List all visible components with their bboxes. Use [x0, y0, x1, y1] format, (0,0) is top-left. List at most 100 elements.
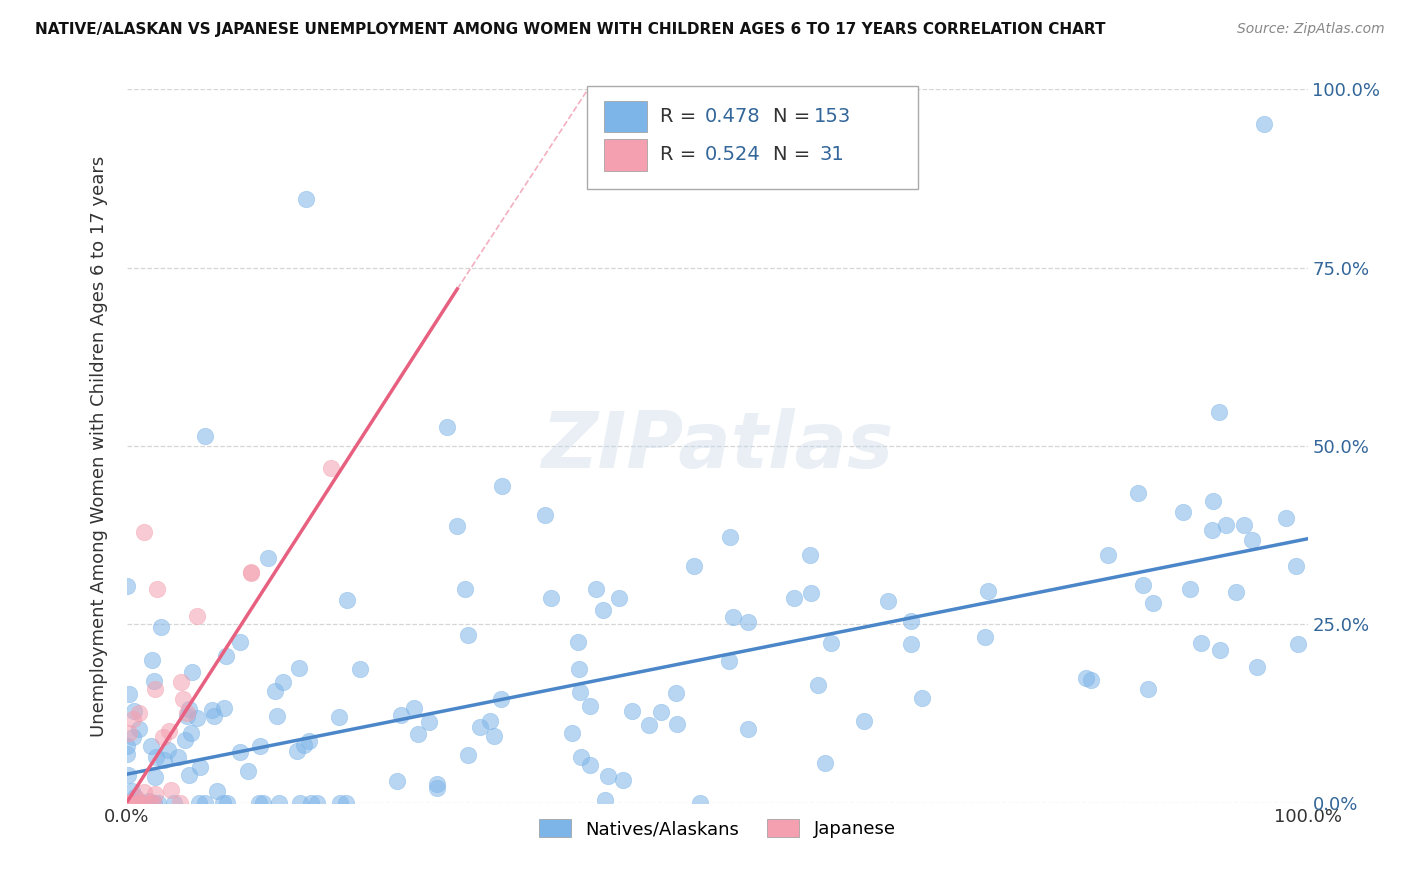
Text: 31: 31: [820, 145, 845, 164]
Point: [569, 749, 592, 764]
Point: [193, 429, 215, 443]
Point: [247, 796, 270, 810]
Point: [215, 648, 238, 663]
Point: [446, 518, 468, 533]
Point: [1178, 582, 1201, 596]
Point: [468, 720, 491, 734]
Text: R =: R =: [661, 107, 703, 126]
Point: [229, 745, 252, 759]
Point: [115, 747, 138, 762]
Point: [146, 582, 169, 596]
Point: [1132, 577, 1154, 591]
Point: [596, 769, 619, 783]
Point: [125, 796, 148, 810]
Point: [145, 681, 167, 696]
Point: [180, 726, 202, 740]
Point: [1208, 404, 1230, 418]
Point: [737, 722, 759, 736]
Point: [288, 661, 311, 675]
Point: [569, 685, 592, 699]
Point: [149, 620, 172, 634]
Point: [782, 591, 804, 605]
Point: [436, 419, 458, 434]
Point: [425, 777, 447, 791]
Point: [568, 662, 591, 676]
Point: [266, 708, 288, 723]
Point: [143, 796, 166, 810]
Text: 0.478: 0.478: [706, 107, 761, 126]
Point: [585, 582, 607, 596]
Point: [1253, 117, 1275, 131]
Point: [478, 714, 501, 729]
Point: [139, 796, 162, 810]
FancyBboxPatch shape: [603, 101, 647, 132]
Point: [1275, 510, 1298, 524]
Point: [207, 784, 229, 798]
Text: N =: N =: [772, 107, 815, 126]
Point: [117, 796, 139, 810]
Point: [215, 796, 238, 810]
Point: [117, 739, 139, 753]
Point: [152, 730, 174, 744]
Point: [264, 684, 287, 698]
Point: [134, 524, 156, 539]
Point: [561, 726, 583, 740]
Point: [115, 796, 138, 810]
Point: [567, 635, 589, 649]
Point: [1246, 660, 1268, 674]
Point: [682, 559, 704, 574]
Point: [976, 583, 998, 598]
Point: [145, 750, 167, 764]
Point: [1285, 559, 1308, 574]
Point: [176, 706, 198, 721]
Point: [180, 665, 202, 679]
Point: [1225, 585, 1247, 599]
Point: [349, 662, 371, 676]
Point: [118, 796, 141, 810]
Point: [665, 686, 688, 700]
Point: [1142, 596, 1164, 610]
Point: [800, 586, 823, 600]
Point: [329, 796, 352, 810]
Text: ZIPatlas: ZIPatlas: [541, 408, 893, 484]
Point: [141, 652, 163, 666]
Point: [186, 711, 208, 725]
Point: [115, 579, 138, 593]
Point: [117, 796, 139, 810]
Point: [118, 796, 141, 810]
Point: [1074, 671, 1097, 685]
Point: [118, 726, 141, 740]
Point: [1209, 643, 1232, 657]
Point: [426, 781, 449, 796]
Point: [718, 530, 741, 544]
Point: [179, 701, 201, 715]
Point: [157, 724, 180, 739]
Point: [125, 796, 148, 810]
Point: [143, 771, 166, 785]
Point: [252, 796, 274, 810]
Point: [128, 722, 150, 736]
Point: [1286, 637, 1309, 651]
Point: [139, 739, 162, 753]
Text: R =: R =: [661, 145, 703, 164]
Point: [212, 700, 235, 714]
Point: [132, 796, 155, 810]
Point: [129, 796, 152, 810]
Point: [579, 758, 602, 772]
Point: [491, 479, 513, 493]
Point: [814, 756, 837, 771]
Point: [321, 460, 343, 475]
Point: [900, 637, 922, 651]
Point: [689, 796, 711, 810]
Text: Source: ZipAtlas.com: Source: ZipAtlas.com: [1237, 22, 1385, 37]
Point: [489, 692, 512, 706]
Point: [172, 691, 194, 706]
Point: [115, 796, 138, 810]
Point: [406, 727, 429, 741]
Point: [911, 691, 934, 706]
Point: [1080, 673, 1102, 688]
Point: [176, 709, 198, 723]
Point: [160, 782, 183, 797]
Point: [1240, 533, 1263, 547]
Point: [173, 733, 195, 747]
